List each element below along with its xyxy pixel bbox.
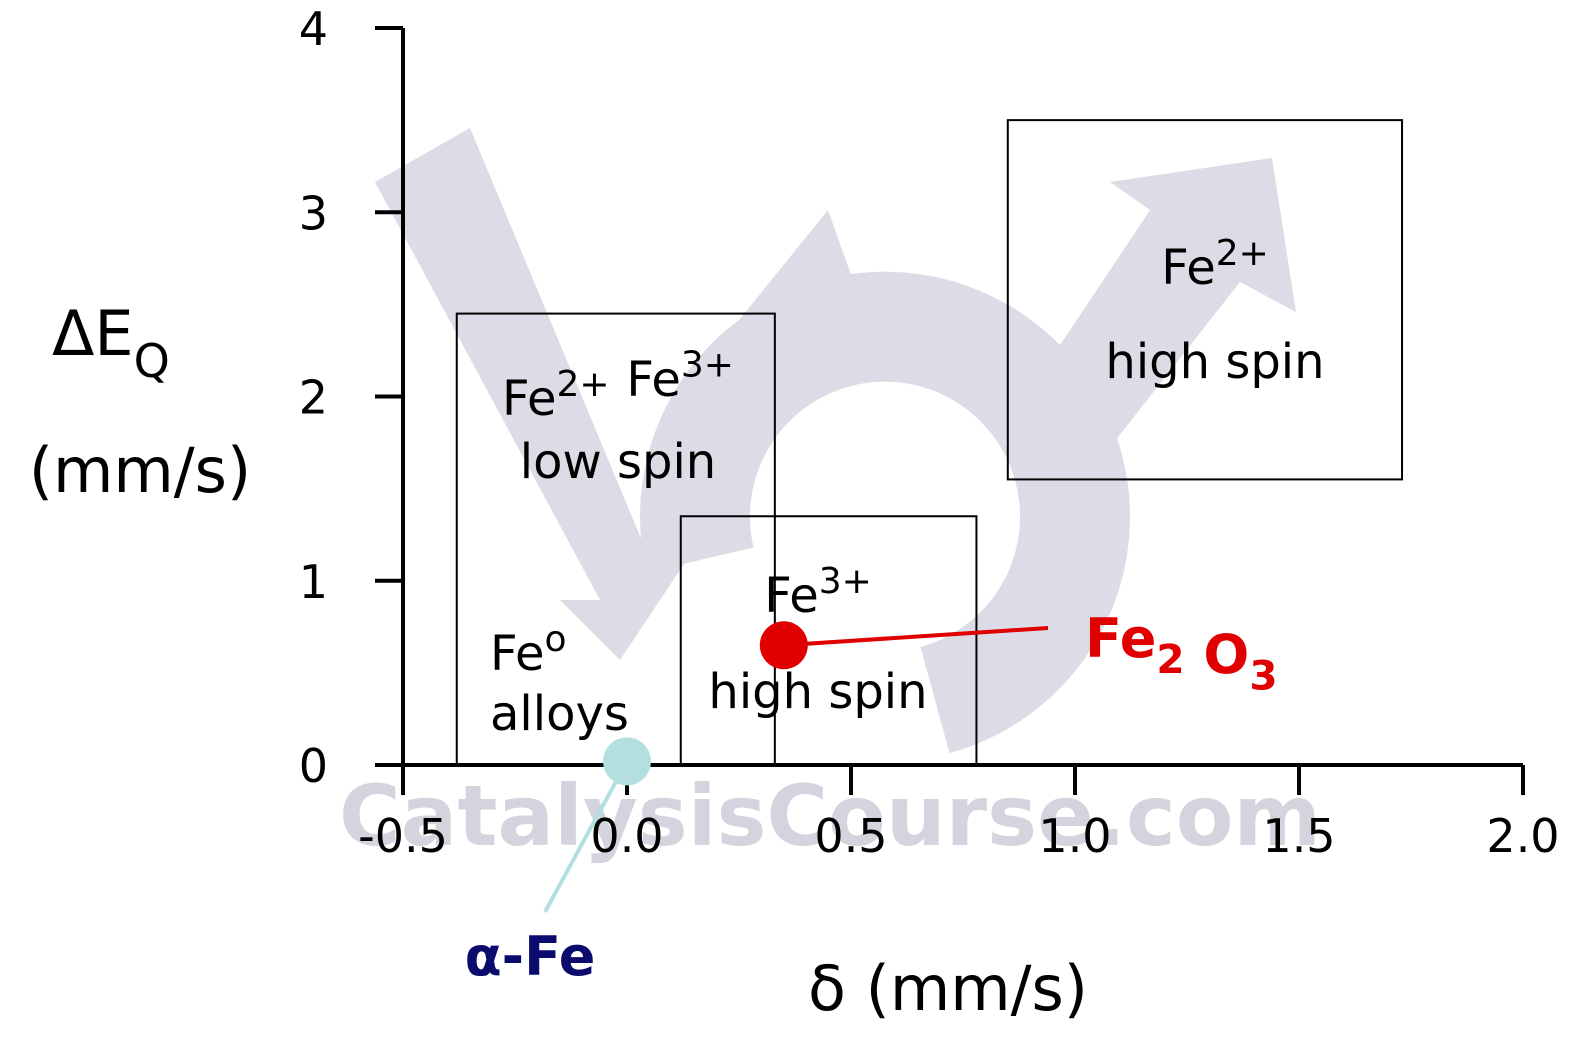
y-tick-label: 2 <box>299 371 328 425</box>
region-label: high spin <box>708 664 927 720</box>
region-label: alloys <box>490 686 629 742</box>
region-label: Fe3+ <box>764 561 872 624</box>
x-tick-label: 1.5 <box>1262 809 1335 863</box>
y-tick-label: 4 <box>299 2 328 56</box>
subscript: 2 <box>1156 635 1184 683</box>
point <box>760 621 808 669</box>
text-run: O <box>1203 623 1249 686</box>
text-run: Fe <box>1161 240 1216 296</box>
y-axis-unit: (mm/s) <box>29 434 251 507</box>
arrow-right <box>1030 158 1296 460</box>
superscript: 2+ <box>1216 233 1269 274</box>
superscript: 3+ <box>819 561 872 602</box>
text-run: α-Fe <box>465 925 596 988</box>
text-run: Fe <box>626 352 681 408</box>
region-label: high spin <box>1105 334 1324 390</box>
text-run: high spin <box>1105 334 1324 390</box>
y-tick-label: 0 <box>299 739 328 793</box>
x-tick-label: -0.5 <box>358 809 448 863</box>
point <box>603 737 651 785</box>
y-axis-label-sub: Q <box>134 334 170 388</box>
y-axis-label-main: ΔE <box>52 297 134 370</box>
text-run: Fe <box>1085 607 1156 670</box>
chart: CatalysisCourse.com δ (mm/s) ΔEQ (mm/s) … <box>0 0 1595 1045</box>
superscript: 2+ <box>557 364 610 405</box>
text-run: high spin <box>708 664 927 720</box>
region-label: low spin <box>520 434 716 490</box>
text-run: low spin <box>520 434 716 490</box>
x-tick-label: 0.0 <box>590 809 663 863</box>
x-axis-label: δ (mm/s) <box>808 952 1088 1025</box>
y-tick-label: 1 <box>299 555 328 609</box>
y-axis-label: ΔEQ <box>52 297 170 388</box>
region-label: Feo <box>490 619 567 682</box>
x-tick-label: 0.5 <box>814 809 887 863</box>
text-run: alloys <box>490 686 629 742</box>
text-run: Fe <box>490 626 545 682</box>
x-tick-label: 1.0 <box>1038 809 1111 863</box>
subscript: 3 <box>1249 651 1277 699</box>
superscript: o <box>545 619 567 660</box>
text-run: Fe <box>502 371 557 427</box>
point-label: α-Fe <box>465 925 596 988</box>
y-tick-label: 3 <box>299 186 328 240</box>
arrow-ring <box>695 327 1075 700</box>
x-tick-label: 2.0 <box>1486 809 1559 863</box>
superscript: 3+ <box>681 345 734 386</box>
text-run: Fe <box>764 568 819 624</box>
